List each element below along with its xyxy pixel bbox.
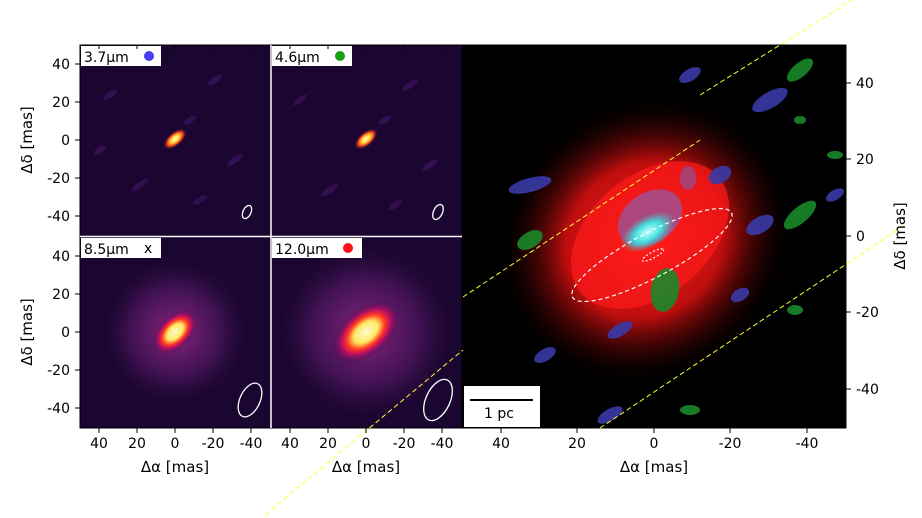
tick-label: -40 xyxy=(431,436,454,452)
tick-label: 40 xyxy=(281,436,299,452)
green-features xyxy=(517,58,843,415)
ylabel-top: Δδ [mas] xyxy=(18,106,36,174)
scalebar-label: 1 pc xyxy=(484,406,514,422)
panel-8-5um xyxy=(80,237,271,428)
marker-x-icon: x xyxy=(144,241,152,257)
xlabel-left-1: Δα [mas] xyxy=(141,458,209,476)
xlabel-left-2: Δα [mas] xyxy=(332,458,400,476)
tick-label: -20 xyxy=(719,436,742,452)
marker-dot-blue-icon xyxy=(144,51,154,61)
inner-dashed-ellipse xyxy=(641,248,665,262)
beam-ellipse xyxy=(237,382,263,418)
composite-panel: 1 pc xyxy=(463,45,846,428)
tick-label: 40 xyxy=(52,249,70,265)
tick-label: 20 xyxy=(856,152,874,168)
tick-label: -20 xyxy=(393,436,416,452)
tick-label: -40 xyxy=(240,436,263,452)
tick-label: 0 xyxy=(61,133,70,149)
torus-dashed-ellipse xyxy=(571,207,733,303)
tick-label: 20 xyxy=(52,287,70,303)
tick-label: 40 xyxy=(856,76,874,92)
beam-ellipse xyxy=(241,204,253,220)
tick-label: 40 xyxy=(492,436,510,452)
marker-dot-red-icon xyxy=(343,243,353,253)
panel-3-7um xyxy=(80,45,271,236)
guide-lines xyxy=(264,0,906,516)
panel-4-6um xyxy=(271,45,462,236)
beam-ellipse xyxy=(423,378,453,422)
left-y-axis-bottom: 40 20 0 -20 -40 xyxy=(47,249,80,417)
tick-label: -40 xyxy=(856,382,879,398)
tick-label: 0 xyxy=(362,436,371,452)
top-ticks xyxy=(98,45,808,50)
right-y-axis: 40 20 0 -20 -40 xyxy=(846,76,879,398)
tick-label: -20 xyxy=(856,305,879,321)
marker-dot-green-icon xyxy=(335,51,345,61)
tick-label: 40 xyxy=(52,57,70,73)
tick-label: 0 xyxy=(856,229,865,245)
tick-label: 40 xyxy=(90,436,108,452)
beam-ellipse xyxy=(432,203,444,221)
tick-label: 0 xyxy=(650,436,659,452)
ylabel-bottom: Δδ [mas] xyxy=(18,298,36,366)
xlabel-right: Δα [mas] xyxy=(620,458,688,476)
tick-label: -20 xyxy=(202,436,225,452)
tick-label: 20 xyxy=(568,436,586,452)
blue-features xyxy=(508,67,845,424)
left-x-axis-2: 40 20 0 -20 -40 xyxy=(281,428,453,452)
tick-label: -40 xyxy=(47,401,70,417)
tick-label: -20 xyxy=(47,363,70,379)
scalebar-box xyxy=(464,386,540,427)
tick-label: 0 xyxy=(61,325,70,341)
tick-label: -40 xyxy=(47,209,70,225)
panel-label-8-5: 8.5μm xyxy=(84,242,129,258)
tick-label: 0 xyxy=(171,436,180,452)
tick-label: 20 xyxy=(319,436,337,452)
tick-label: -20 xyxy=(47,171,70,187)
panel-12-0um xyxy=(271,237,462,428)
panel-label-12-0: 12.0μm xyxy=(275,242,329,258)
left-panel-frames xyxy=(79,44,463,429)
panel-labels: 3.7μm 4.6μm 8.5μm x 12.0μm xyxy=(81,46,362,258)
tick-label: -40 xyxy=(796,436,819,452)
right-x-axis: 40 20 0 -20 -40 xyxy=(492,428,818,452)
tick-label: 20 xyxy=(128,436,146,452)
tick-label: 20 xyxy=(52,95,70,111)
panel-label-4-6: 4.6μm xyxy=(275,50,320,66)
left-x-axis-1: 40 20 0 -20 -40 xyxy=(90,428,262,452)
left-y-axis-top: 40 20 0 -20 -40 xyxy=(47,57,80,225)
ylabel-right: Δδ [mas] xyxy=(891,202,909,270)
panel-label-3-7: 3.7μm xyxy=(84,50,129,66)
